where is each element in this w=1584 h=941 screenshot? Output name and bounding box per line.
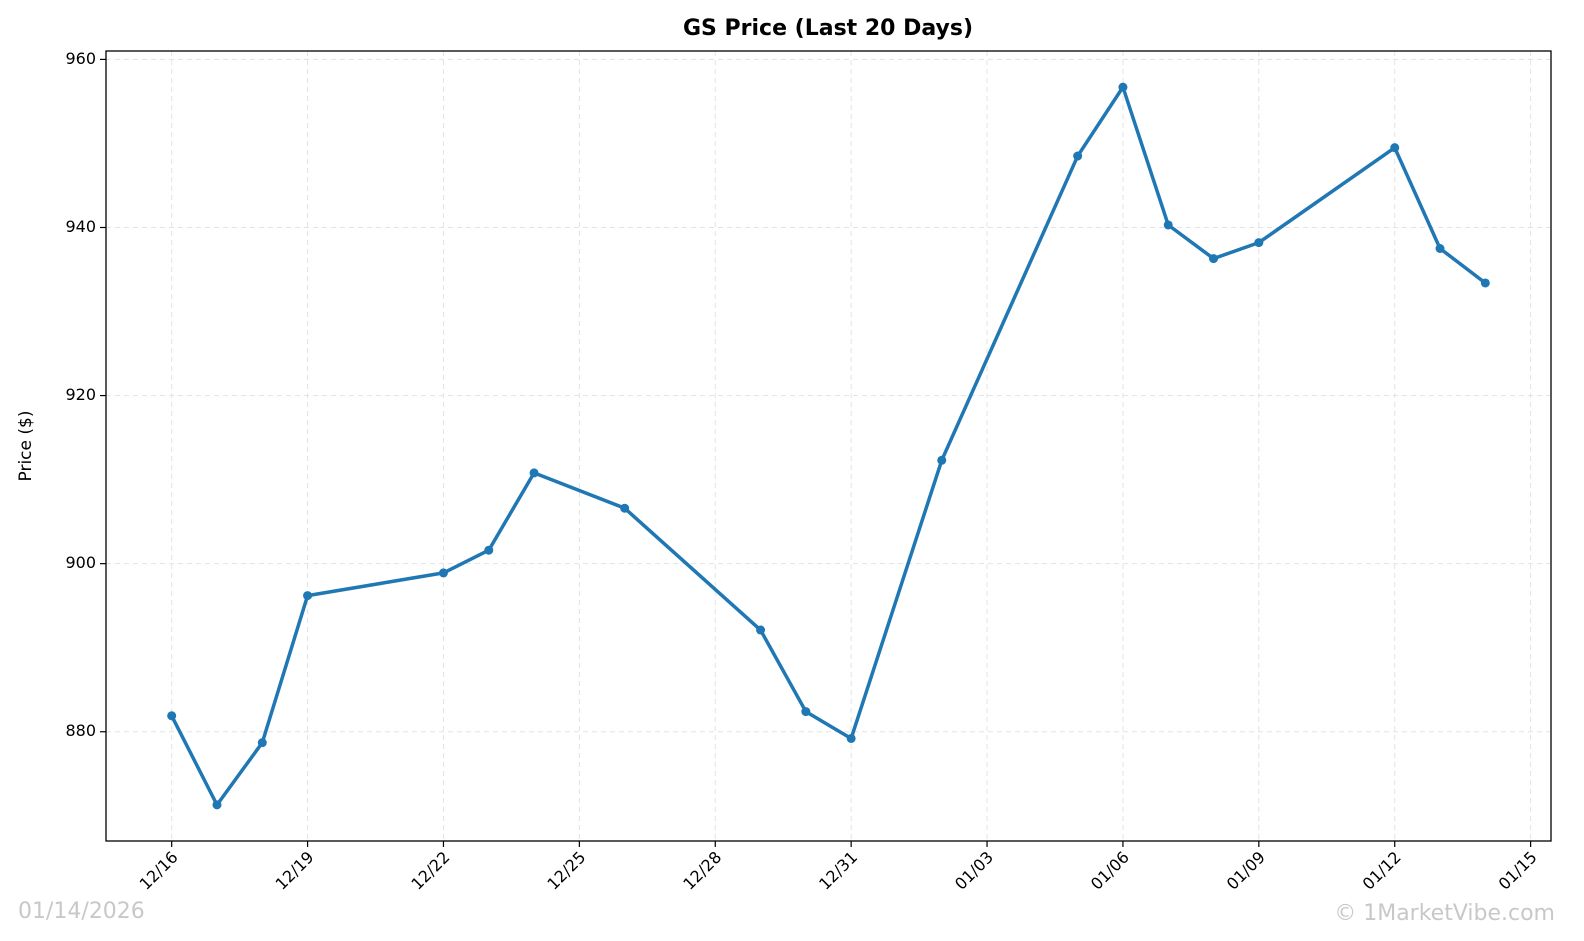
data-point <box>1480 278 1490 288</box>
data-point <box>1254 238 1264 248</box>
data-point <box>212 800 222 810</box>
y-axis-label: Price ($) <box>16 411 36 482</box>
y-tick-label: 900 <box>65 553 96 572</box>
x-tick-label: 12/19 <box>272 848 318 894</box>
x-tick-label: 01/12 <box>1359 848 1405 894</box>
y-tick-label: 920 <box>65 385 96 404</box>
data-point <box>303 591 313 601</box>
data-point <box>620 503 630 513</box>
x-tick-label: 12/31 <box>815 848 861 894</box>
x-tick-label: 12/28 <box>679 848 725 894</box>
data-point <box>1118 82 1128 92</box>
data-point <box>1209 254 1219 264</box>
x-tick-label: 12/16 <box>136 848 182 894</box>
data-point <box>484 545 494 555</box>
y-tick-label: 880 <box>65 721 96 740</box>
data-point <box>167 711 177 721</box>
data-point <box>1073 151 1083 161</box>
x-tick-label: 01/06 <box>1087 848 1133 894</box>
x-tick-label: 12/25 <box>543 848 589 894</box>
data-point <box>937 455 947 465</box>
watermark: © 1MarketVibe.com <box>1334 901 1555 926</box>
plot-frame <box>105 50 1552 842</box>
data-point <box>257 738 267 748</box>
data-point <box>1163 220 1173 230</box>
data-point <box>1390 143 1400 153</box>
data-point <box>801 707 811 717</box>
data-point <box>756 625 766 635</box>
data-point <box>846 733 856 743</box>
y-tick-label: 960 <box>65 49 96 68</box>
data-point <box>438 568 448 578</box>
watermark: 01/14/2026 <box>18 899 145 924</box>
data-point <box>1435 244 1445 253</box>
y-tick-label: 940 <box>65 217 96 236</box>
data-point <box>529 468 539 478</box>
x-tick-label: 12/22 <box>407 848 453 894</box>
chart-title: GS Price (Last 20 Days) <box>683 16 973 41</box>
x-tick-label: 01/15 <box>1495 848 1541 894</box>
price-line <box>170 85 1487 807</box>
x-tick-label: 01/03 <box>951 848 997 894</box>
x-tick-label: 01/09 <box>1223 848 1269 894</box>
